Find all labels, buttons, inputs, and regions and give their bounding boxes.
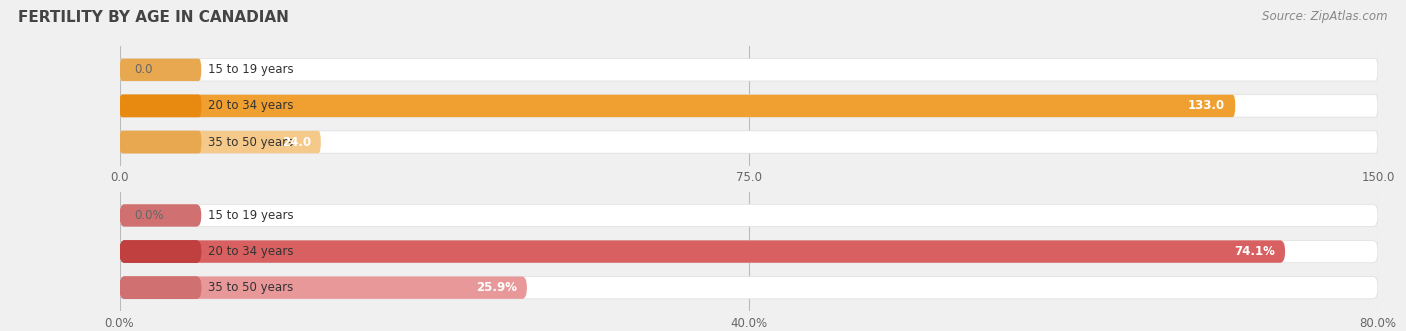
FancyBboxPatch shape (120, 131, 201, 153)
Text: 20 to 34 years: 20 to 34 years (208, 245, 292, 258)
FancyBboxPatch shape (120, 131, 1378, 153)
FancyBboxPatch shape (120, 131, 201, 153)
FancyBboxPatch shape (120, 59, 1378, 81)
Text: 15 to 19 years: 15 to 19 years (208, 63, 294, 76)
FancyBboxPatch shape (120, 131, 321, 153)
Text: 74.1%: 74.1% (1234, 245, 1275, 258)
Text: Source: ZipAtlas.com: Source: ZipAtlas.com (1263, 10, 1388, 23)
FancyBboxPatch shape (120, 204, 201, 227)
Text: 25.9%: 25.9% (475, 281, 517, 294)
Text: 0.0: 0.0 (135, 63, 153, 76)
Text: 24.0: 24.0 (281, 135, 311, 149)
FancyBboxPatch shape (120, 276, 1378, 299)
FancyBboxPatch shape (120, 276, 201, 299)
Text: 133.0: 133.0 (1188, 99, 1225, 113)
Text: 35 to 50 years: 35 to 50 years (208, 135, 292, 149)
FancyBboxPatch shape (120, 240, 1378, 263)
Text: 35 to 50 years: 35 to 50 years (208, 281, 292, 294)
FancyBboxPatch shape (120, 204, 1378, 227)
FancyBboxPatch shape (120, 240, 201, 263)
FancyBboxPatch shape (120, 59, 201, 81)
Text: FERTILITY BY AGE IN CANADIAN: FERTILITY BY AGE IN CANADIAN (18, 10, 290, 25)
FancyBboxPatch shape (120, 276, 201, 299)
FancyBboxPatch shape (120, 240, 1285, 263)
FancyBboxPatch shape (120, 240, 201, 263)
FancyBboxPatch shape (120, 95, 1236, 117)
FancyBboxPatch shape (120, 95, 201, 117)
FancyBboxPatch shape (120, 95, 1378, 117)
FancyBboxPatch shape (120, 276, 527, 299)
Text: 20 to 34 years: 20 to 34 years (208, 99, 292, 113)
FancyBboxPatch shape (120, 95, 201, 117)
Text: 0.0%: 0.0% (135, 209, 165, 222)
Text: 15 to 19 years: 15 to 19 years (208, 209, 294, 222)
